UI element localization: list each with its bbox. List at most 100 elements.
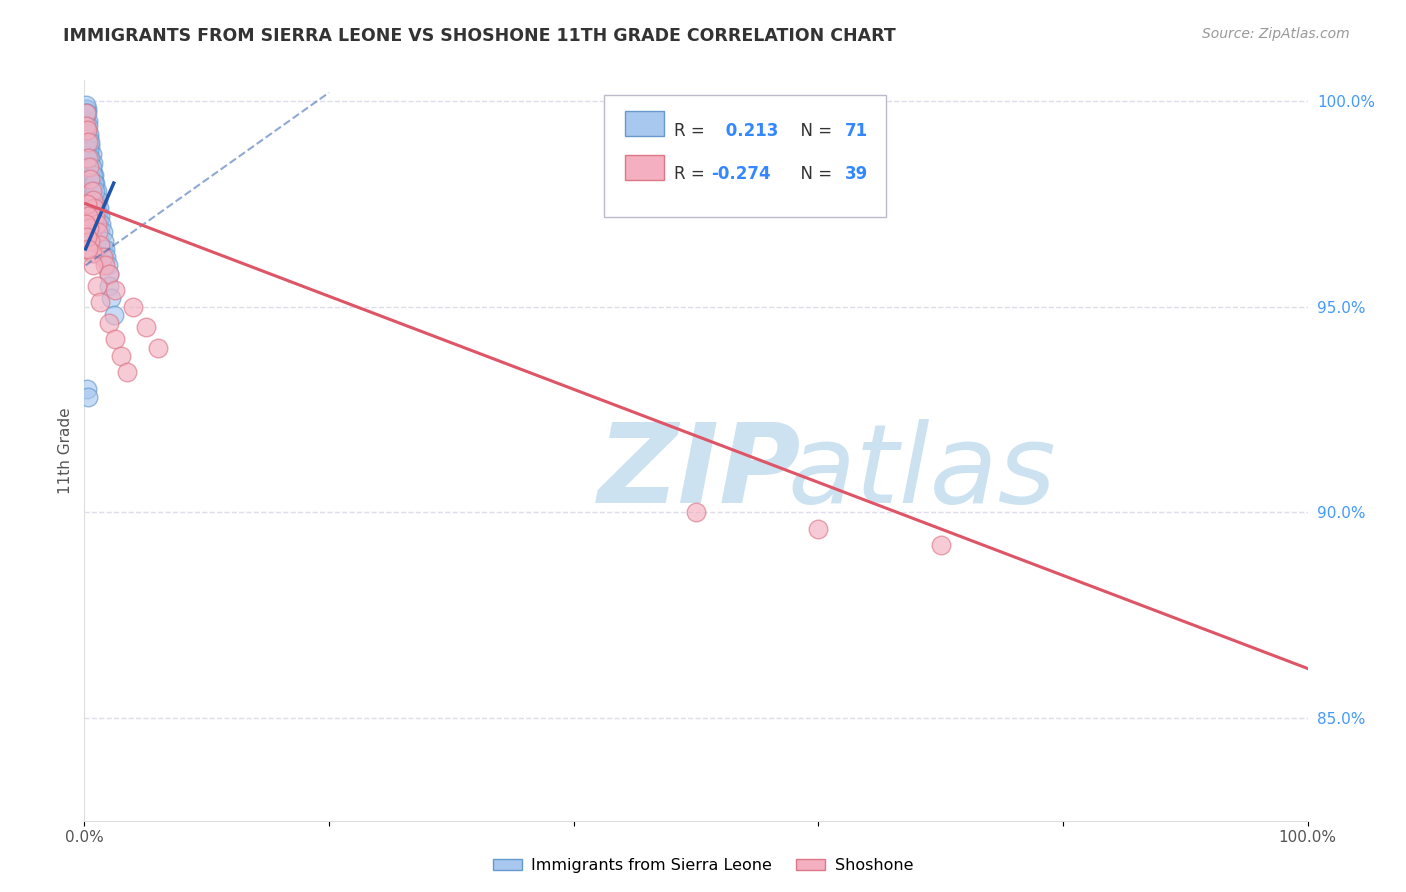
Point bbox=[79, 172, 101, 186]
Point bbox=[77, 135, 100, 149]
Point bbox=[75, 114, 97, 128]
Point bbox=[77, 131, 100, 145]
Point bbox=[87, 193, 110, 207]
Point bbox=[77, 152, 100, 166]
Point bbox=[79, 152, 101, 166]
Point bbox=[77, 135, 100, 149]
Point bbox=[75, 119, 97, 133]
Text: 39: 39 bbox=[845, 165, 869, 184]
Point bbox=[90, 217, 112, 231]
FancyBboxPatch shape bbox=[626, 155, 664, 180]
Point bbox=[87, 226, 110, 240]
Point bbox=[77, 160, 100, 174]
Point bbox=[82, 155, 104, 169]
Point bbox=[86, 201, 108, 215]
Point bbox=[86, 279, 108, 293]
Point bbox=[97, 259, 120, 273]
Point bbox=[75, 135, 97, 149]
Point bbox=[93, 234, 115, 248]
Point bbox=[77, 390, 100, 404]
Point bbox=[77, 168, 100, 182]
Text: Source: ZipAtlas.com: Source: ZipAtlas.com bbox=[1202, 27, 1350, 41]
Point bbox=[97, 267, 120, 281]
FancyBboxPatch shape bbox=[605, 95, 886, 218]
Point bbox=[80, 160, 103, 174]
Point bbox=[97, 316, 120, 330]
Point bbox=[87, 201, 110, 215]
Point bbox=[82, 259, 104, 273]
Point bbox=[83, 246, 105, 260]
Point bbox=[79, 234, 101, 248]
Point bbox=[86, 217, 108, 231]
Point bbox=[75, 217, 97, 231]
Text: N =: N = bbox=[790, 122, 838, 140]
Point bbox=[122, 300, 145, 314]
Point bbox=[86, 217, 108, 231]
Point bbox=[87, 217, 110, 231]
Point bbox=[77, 147, 100, 161]
Point bbox=[135, 320, 157, 334]
Point bbox=[93, 250, 115, 264]
Text: -0.274: -0.274 bbox=[710, 165, 770, 184]
Point bbox=[84, 193, 107, 207]
Point bbox=[75, 119, 97, 133]
Point bbox=[89, 295, 111, 310]
Point bbox=[77, 143, 100, 157]
Point bbox=[76, 143, 98, 157]
Point bbox=[80, 147, 103, 161]
Point bbox=[86, 185, 108, 199]
Point bbox=[80, 246, 103, 260]
Point bbox=[104, 333, 127, 347]
Point bbox=[84, 176, 107, 190]
Point bbox=[79, 135, 101, 149]
Point bbox=[89, 237, 111, 252]
Point bbox=[75, 98, 97, 112]
Point bbox=[96, 250, 118, 264]
Text: ZIP: ZIP bbox=[598, 419, 801, 526]
Point bbox=[76, 106, 98, 120]
Point bbox=[77, 205, 100, 219]
Text: 0.213: 0.213 bbox=[720, 122, 779, 140]
Point bbox=[77, 131, 100, 145]
Point bbox=[79, 139, 101, 153]
Point bbox=[75, 106, 97, 120]
Point bbox=[76, 102, 98, 116]
Point bbox=[97, 267, 120, 281]
Text: 71: 71 bbox=[845, 122, 869, 140]
Point bbox=[79, 221, 101, 235]
Point bbox=[77, 152, 100, 166]
Point bbox=[79, 172, 101, 186]
Point bbox=[77, 114, 100, 128]
Point bbox=[82, 188, 104, 202]
Text: R =: R = bbox=[673, 165, 710, 184]
Text: N =: N = bbox=[790, 165, 838, 184]
Point bbox=[87, 209, 110, 223]
Text: IMMIGRANTS FROM SIERRA LEONE VS SHOSHONE 11TH GRADE CORRELATION CHART: IMMIGRANTS FROM SIERRA LEONE VS SHOSHONE… bbox=[63, 27, 896, 45]
Point bbox=[89, 226, 111, 240]
Point bbox=[100, 291, 122, 305]
Point bbox=[77, 163, 100, 178]
Point bbox=[76, 122, 98, 136]
Point bbox=[83, 185, 105, 199]
Point bbox=[82, 172, 104, 186]
Point bbox=[82, 168, 104, 182]
Point bbox=[76, 122, 98, 136]
Point bbox=[77, 127, 100, 141]
Point bbox=[76, 160, 98, 174]
Point bbox=[103, 308, 125, 322]
Point bbox=[929, 538, 952, 552]
Point bbox=[91, 242, 114, 256]
Point bbox=[110, 349, 132, 363]
Point bbox=[76, 229, 98, 244]
Point bbox=[76, 382, 98, 396]
Point bbox=[91, 226, 114, 240]
Point bbox=[115, 365, 138, 379]
Point bbox=[97, 279, 120, 293]
Point bbox=[76, 122, 98, 136]
Point bbox=[77, 213, 100, 227]
Legend: Immigrants from Sierra Leone, Shoshone: Immigrants from Sierra Leone, Shoshone bbox=[486, 852, 920, 880]
Point bbox=[77, 221, 100, 235]
Point bbox=[79, 155, 101, 169]
Point bbox=[94, 242, 117, 256]
Point bbox=[82, 193, 104, 207]
